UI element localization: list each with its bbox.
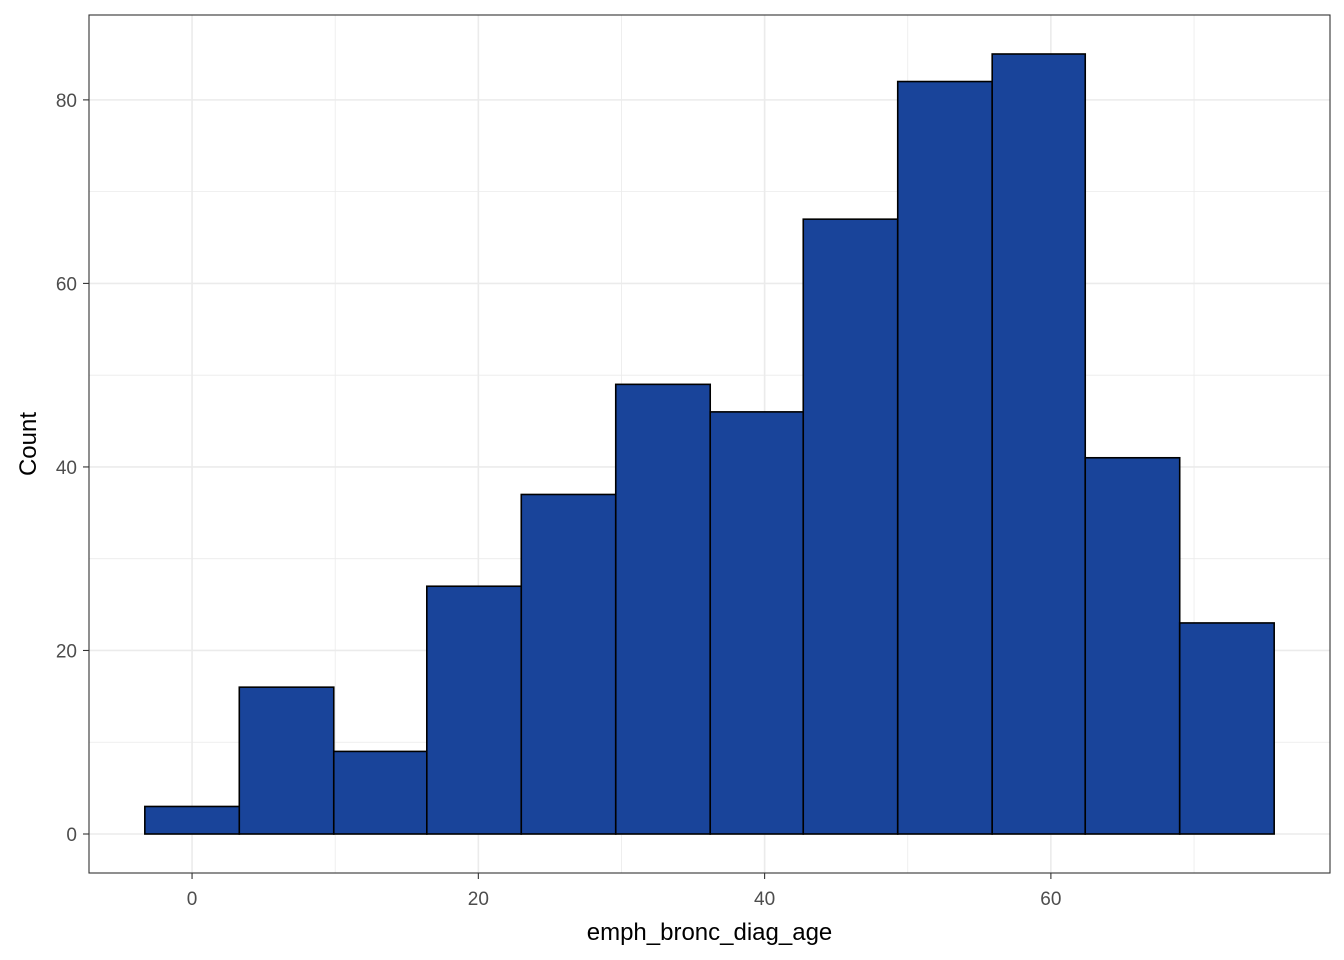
x-axis-title: emph_bronc_diag_age — [587, 919, 833, 946]
histogram-bar — [1178, 622, 1275, 835]
histogram-bar — [614, 383, 712, 835]
axis-tick-labels: 0 20 40 60 0 20 40 60 80 — [56, 91, 1062, 910]
histogram-bars — [144, 53, 1275, 835]
y-axis-title: Count — [15, 412, 42, 476]
y-tick-label: 40 — [56, 458, 77, 479]
x-tick-label: 40 — [754, 889, 775, 910]
x-tick-label: 60 — [1040, 889, 1061, 910]
axis-ticks — [83, 99, 1052, 879]
y-tick-label: 80 — [56, 91, 77, 112]
histogram-bar — [991, 53, 1087, 835]
histogram-bar — [709, 411, 805, 835]
histogram-bar — [238, 686, 335, 835]
y-tick-label: 20 — [56, 641, 77, 662]
histogram-bar — [802, 218, 899, 835]
histogram-bar — [896, 80, 993, 835]
y-tick-label: 60 — [56, 274, 77, 295]
histogram-bar — [144, 805, 241, 835]
x-tick-label: 20 — [468, 889, 489, 910]
panel-border — [88, 14, 1331, 874]
histogram-bar — [332, 750, 428, 835]
histogram-bar — [520, 493, 617, 835]
x-tick-label: 0 — [187, 889, 198, 910]
histogram-bar — [426, 585, 523, 835]
y-tick-label: 0 — [66, 825, 77, 846]
histogram-bar — [1084, 456, 1181, 835]
